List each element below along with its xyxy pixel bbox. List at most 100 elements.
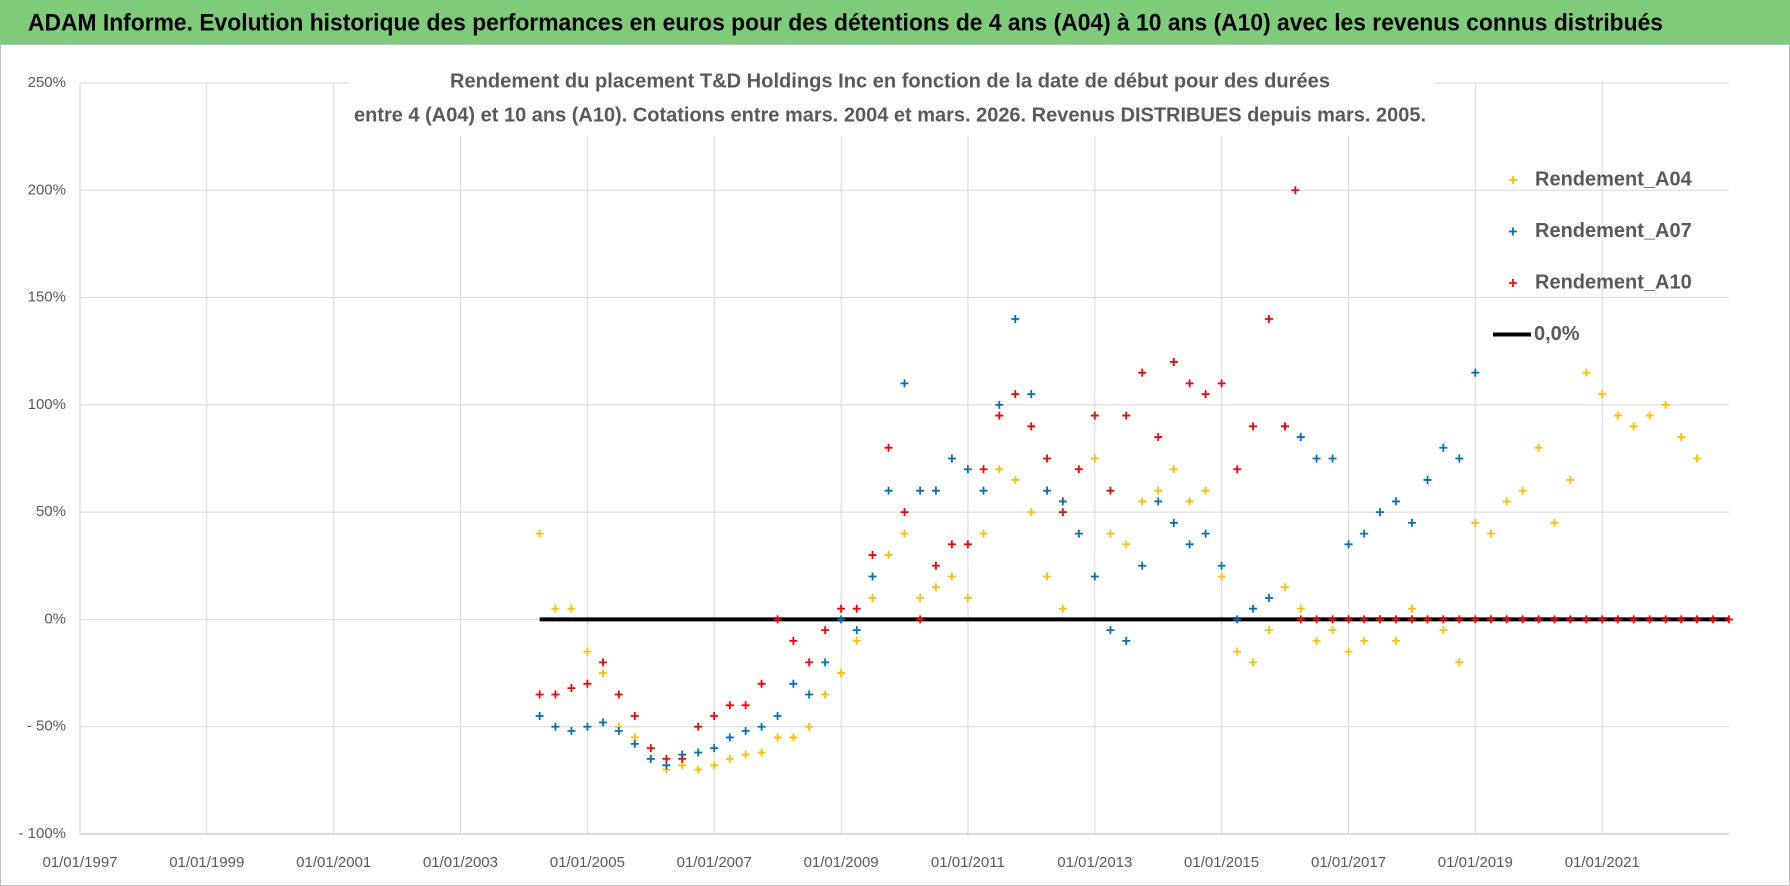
data-point [599, 658, 608, 667]
data-point [614, 727, 623, 736]
data-point [1011, 390, 1020, 399]
data-point [1138, 368, 1147, 377]
data-point [646, 744, 655, 753]
data-point [931, 561, 940, 570]
data-point [1154, 486, 1163, 495]
data-point [1391, 636, 1400, 645]
chart-title: Rendement du placement T&D Holdings Inc … [450, 70, 1330, 92]
data-point [1074, 529, 1083, 538]
data-point [1486, 615, 1495, 624]
x-tick-label: 01/01/1999 [169, 854, 244, 871]
data-point [1217, 572, 1226, 581]
data-point [1090, 411, 1099, 420]
marks [535, 186, 1733, 774]
data-point [1709, 615, 1718, 624]
data-point [1265, 626, 1273, 635]
data-point [1122, 540, 1131, 549]
data-point [1296, 615, 1305, 624]
data-point [1043, 486, 1052, 495]
data-point [1455, 658, 1464, 667]
data-point [1534, 443, 1543, 452]
data-point [1566, 475, 1575, 484]
data-point [1439, 626, 1448, 635]
data-point [1661, 400, 1670, 409]
data-point [1613, 411, 1622, 420]
data-point [1693, 615, 1702, 624]
data-point [884, 551, 893, 560]
data-point [837, 615, 846, 624]
x-tick-label: 01/01/2009 [804, 854, 879, 871]
x-tick-label: 01/01/2001 [296, 854, 371, 871]
data-point [1629, 422, 1638, 431]
data-point [1613, 615, 1622, 624]
data-point [1280, 583, 1289, 592]
data-point [1058, 497, 1067, 506]
y-tick-label: 250% [28, 74, 66, 91]
data-point [1185, 540, 1194, 549]
data-point [1598, 615, 1607, 624]
data-point [1471, 518, 1480, 527]
data-point [852, 604, 861, 613]
data-point [1677, 615, 1686, 624]
data-point [821, 690, 830, 699]
data-point [1233, 615, 1242, 624]
data-point [599, 669, 608, 678]
x-tick-label: 01/01/2003 [423, 854, 498, 871]
data-point [916, 593, 925, 602]
data-point [1074, 465, 1083, 474]
data-point [773, 615, 782, 624]
data-point [535, 711, 544, 720]
data-point [1344, 615, 1353, 624]
data-point [1233, 465, 1242, 474]
data-point [1455, 615, 1464, 624]
data-point [995, 411, 1004, 420]
data-point [1455, 454, 1464, 463]
data-point [741, 727, 750, 736]
data-point [979, 465, 988, 474]
data-point [931, 583, 940, 592]
data-point [1550, 518, 1559, 527]
data-point [1201, 486, 1210, 495]
data-point [1011, 475, 1020, 484]
data-point [710, 761, 719, 770]
data-point [1106, 529, 1115, 538]
data-point [1360, 615, 1369, 624]
data-point [1169, 518, 1178, 527]
header-bar [0, 0, 1790, 44]
chart-title: entre 4 (A04) et 10 ans (A10). Cotations… [354, 104, 1426, 126]
data-point [1090, 454, 1099, 463]
x-tick-label: 01/01/2013 [1057, 854, 1132, 871]
data-point [551, 604, 560, 613]
data-point [1138, 561, 1147, 570]
data-point [1661, 615, 1670, 624]
data-point [1645, 411, 1654, 420]
data-point [630, 711, 639, 720]
x-tick-label: 01/01/2021 [1565, 854, 1640, 871]
data-point [821, 658, 830, 667]
data-point [1027, 422, 1036, 431]
header-title: ADAM Informe. Evolution historique des p… [28, 9, 1663, 36]
data-point [947, 454, 956, 463]
y-tick-label: 0% [44, 610, 66, 627]
data-point [757, 722, 766, 731]
data-point [1312, 615, 1321, 624]
data-point [535, 690, 544, 699]
data-point [1154, 497, 1163, 506]
data-point [1423, 615, 1432, 624]
data-point [741, 750, 750, 759]
data-point [979, 486, 988, 495]
data-point [1360, 636, 1369, 645]
data-point [1645, 615, 1654, 624]
data-point [1344, 647, 1353, 656]
data-point [963, 465, 972, 474]
data-point [741, 701, 750, 710]
data-point [583, 647, 592, 656]
data-point [1291, 186, 1300, 195]
data-point [1566, 615, 1575, 624]
data-point [725, 701, 734, 710]
x-tick-label: 01/01/2007 [677, 854, 752, 871]
data-point [789, 733, 798, 742]
data-point [1296, 604, 1305, 613]
y-tick-label: - 50% [27, 718, 66, 735]
